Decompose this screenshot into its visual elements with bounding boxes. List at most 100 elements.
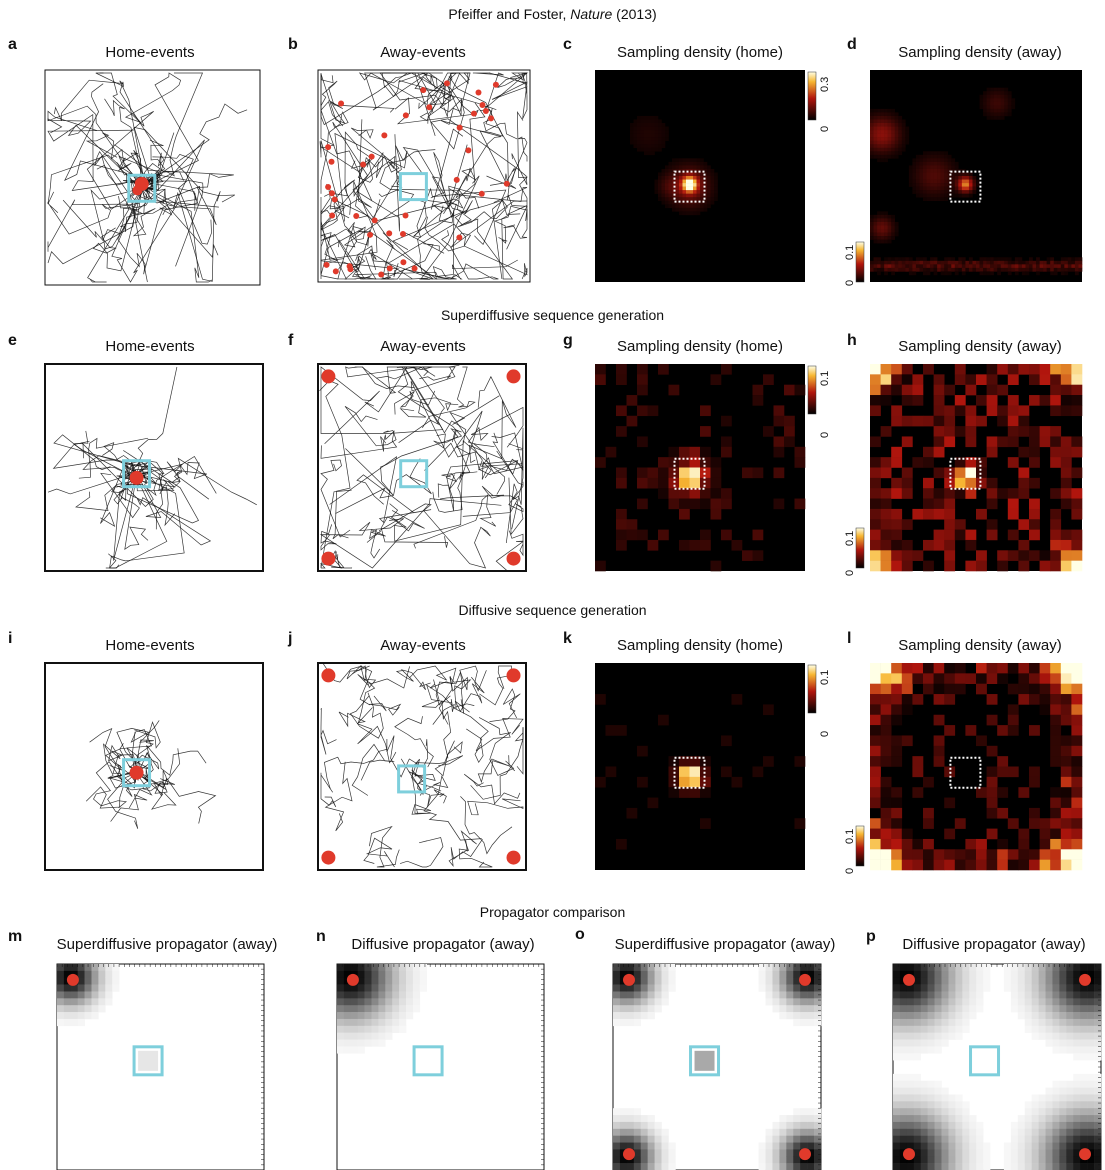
heatmap-cell [1018, 694, 1030, 705]
heatmap-cell [951, 260, 956, 265]
heatmap-cell [707, 172, 711, 177]
event-dot [453, 176, 460, 183]
heatmap-cell [595, 776, 606, 788]
propagator-cell [962, 1108, 970, 1116]
propagator-cell [1080, 1135, 1088, 1143]
heatmap-cell [679, 200, 683, 205]
propagator-cell [350, 991, 358, 999]
heatmap-cell [965, 838, 977, 850]
heatmap-cell [880, 663, 892, 674]
heatmap-cell [1014, 271, 1019, 276]
propagator-cell [619, 984, 628, 992]
trajectory-path [110, 772, 153, 822]
trajectory-path [53, 79, 145, 189]
heatmap-cell [951, 172, 956, 177]
panel-title-d: Sampling density (away) [898, 44, 1062, 61]
propagator-cell [1094, 1121, 1102, 1130]
propagator-cell [807, 964, 815, 972]
propagator-cell [619, 1156, 628, 1164]
trajectory-plot-home-diffusive [44, 662, 264, 871]
heatmap-cell [870, 745, 881, 757]
heatmap-cell [947, 190, 952, 194]
propagator-cell [668, 1163, 676, 1170]
propagator-cell [913, 1073, 922, 1082]
heatmap-cell [912, 849, 924, 860]
trajectory-path [112, 754, 144, 797]
heatmap-cell [870, 140, 874, 145]
propagator-cell [913, 1005, 922, 1013]
heatmap-cell [1050, 529, 1062, 541]
propagator-cell [112, 964, 120, 972]
propagator-cell [906, 984, 915, 992]
heatmap-cell [880, 787, 892, 798]
propagator-cell [1024, 1101, 1032, 1109]
propagator-cell [927, 1101, 935, 1109]
propagator-cell [1059, 991, 1067, 999]
heatmap-cell [1060, 776, 1072, 788]
propagator-cell [793, 970, 801, 979]
propagator-cell [786, 1142, 794, 1150]
propagator-cell [893, 1012, 901, 1020]
heatmap-cell [954, 818, 966, 829]
heatmap-cell [654, 126, 659, 131]
trajectory-path [399, 366, 471, 455]
propagator-cell [654, 977, 662, 985]
trajectory-path [136, 473, 175, 530]
heatmap-cell [626, 807, 638, 819]
propagator-cell [1052, 984, 1060, 992]
heatmap-cell [1004, 264, 1009, 269]
heatmap-cell [891, 508, 903, 520]
propagator-cell [927, 1032, 935, 1040]
heatmap-cell [1029, 694, 1040, 705]
heatmap-cell [887, 137, 892, 141]
propagator-cell [77, 1018, 85, 1027]
heatmap-cell [954, 519, 966, 530]
trajectory-path [489, 688, 521, 722]
propagator-cell [893, 1128, 901, 1136]
heatmap-cell [640, 115, 645, 120]
heatmap-cell [647, 126, 652, 131]
propagator-cell [626, 1121, 635, 1130]
heatmap-cell [923, 673, 934, 684]
heatmap-cell [665, 200, 669, 205]
event-dot [503, 180, 510, 187]
heatmap-cell [880, 239, 885, 244]
propagator-cell [63, 970, 72, 979]
heatmap-cell [880, 236, 885, 240]
heatmap-cell [891, 807, 903, 819]
heatmap-cell [1046, 257, 1051, 262]
propagator-cell [927, 1115, 935, 1123]
heatmap-cell [873, 239, 878, 244]
heatmap-cell [968, 190, 973, 194]
heatmap-cell [912, 161, 917, 166]
propagator-cell [1038, 1149, 1046, 1157]
panel-title-j: Away-events [380, 637, 466, 654]
propagator-cell [934, 1005, 942, 1013]
trajectory-path [469, 375, 517, 464]
event-dot [402, 112, 409, 119]
propagator-cell [1038, 998, 1046, 1006]
heatmap-cell [887, 133, 892, 138]
heatmap-cell [968, 176, 973, 180]
trajectory-path [426, 684, 455, 725]
heatmap-cell [923, 264, 927, 269]
trajectory-path [104, 98, 143, 189]
propagator-cell [927, 991, 935, 999]
heatmap-cell [658, 123, 662, 127]
heatmap-cell [693, 193, 697, 198]
heatmap-cell [710, 183, 715, 187]
heatmap-cell [965, 457, 977, 468]
heatmap-cell [1007, 550, 1019, 561]
heatmap-cell [926, 267, 931, 272]
propagator-cell [899, 998, 908, 1006]
heatmap-cell [616, 838, 627, 850]
panel-letter-j: j [288, 630, 293, 647]
heatmap-cell [710, 477, 722, 489]
propagator-cell [378, 1025, 386, 1033]
heatmap-cell [933, 756, 945, 767]
heatmap-cell [912, 186, 917, 191]
trajectory-path [363, 837, 395, 868]
propagator-cell [1052, 1149, 1060, 1157]
heatmap-cell [1050, 257, 1055, 262]
heatmap-cell [1007, 264, 1012, 269]
